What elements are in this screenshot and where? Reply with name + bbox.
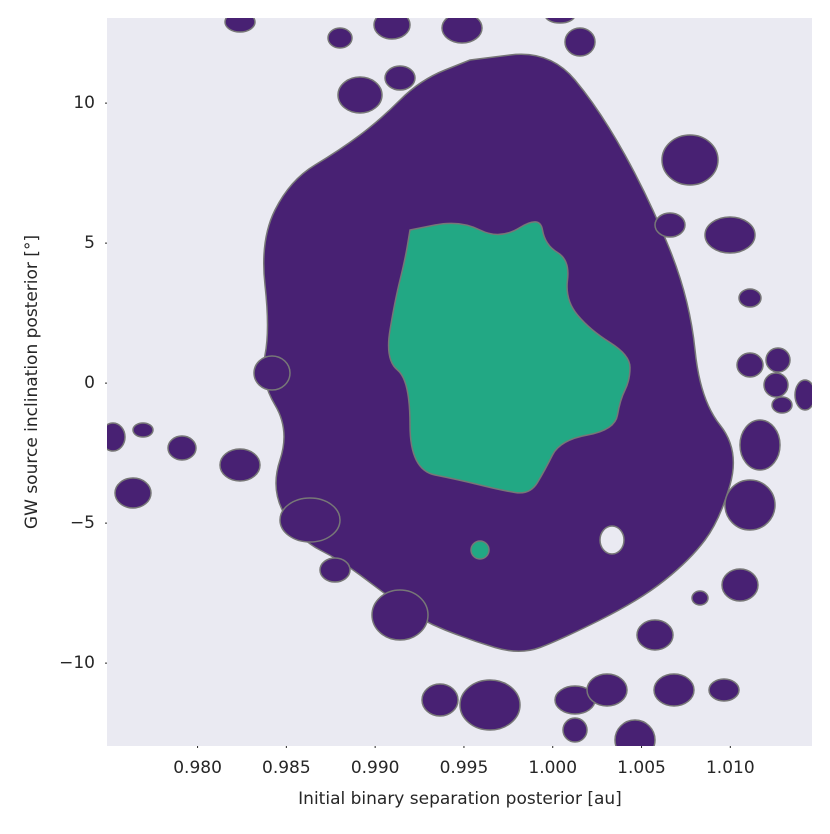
contour-region <box>421 683 459 717</box>
contour-region <box>739 419 781 471</box>
x-tick-label: 0.995 <box>440 758 489 778</box>
x-axis-label: Initial binary separation posterior [au] <box>298 789 622 809</box>
y-tick-label: −10 <box>59 653 95 673</box>
contour-region <box>337 76 383 114</box>
x-tick-label: 1.010 <box>706 758 755 778</box>
y-axis-label: GW source inclination posterior [°] <box>22 235 42 529</box>
contour-region <box>441 18 483 44</box>
y-tick-label: 5 <box>84 233 95 253</box>
contour-region <box>653 673 695 707</box>
x-tick-label: 1.005 <box>617 758 666 778</box>
contour-region <box>373 18 411 40</box>
contour-region <box>224 18 256 33</box>
contour-region <box>387 221 631 494</box>
y-tick-label: 10 <box>73 93 95 113</box>
contour-region <box>384 65 416 91</box>
contour-region <box>562 717 588 743</box>
contour-region <box>279 497 341 543</box>
contour-region <box>636 619 674 651</box>
y-tick-label: −5 <box>70 513 95 533</box>
contour-region <box>586 673 628 707</box>
y-tick-label: 0 <box>84 373 95 393</box>
contour-region <box>771 396 793 414</box>
x-tick-label: 0.990 <box>351 758 400 778</box>
contour-region <box>107 422 126 452</box>
x-tick-label: 0.980 <box>173 758 222 778</box>
contour-region <box>545 18 575 24</box>
contour-region <box>167 435 197 461</box>
contour-region <box>564 27 596 57</box>
contour-region <box>319 557 351 583</box>
contour-region <box>654 212 686 238</box>
contour-region <box>459 679 521 731</box>
contour-region <box>132 422 154 438</box>
contour-region <box>614 719 656 746</box>
contour-region <box>794 379 812 411</box>
contour-region <box>599 525 625 555</box>
contour-region <box>738 288 762 308</box>
contour-region <box>327 27 353 49</box>
contour-region <box>724 479 776 531</box>
contour-region <box>765 347 791 373</box>
contour-region <box>708 678 740 702</box>
contour-region <box>371 589 429 641</box>
contour-regions <box>107 18 812 746</box>
contour-region <box>691 590 709 606</box>
contour-region <box>470 540 490 560</box>
contour-region <box>219 448 261 482</box>
contour-region <box>661 134 719 186</box>
x-tick-label: 1.000 <box>528 758 577 778</box>
contour-region <box>763 372 789 398</box>
contour-region <box>736 352 764 378</box>
contour-region <box>704 216 756 254</box>
contour-region <box>253 355 291 391</box>
contour-region <box>114 477 152 509</box>
x-tick-label: 0.985 <box>262 758 311 778</box>
contour-region <box>721 568 759 602</box>
